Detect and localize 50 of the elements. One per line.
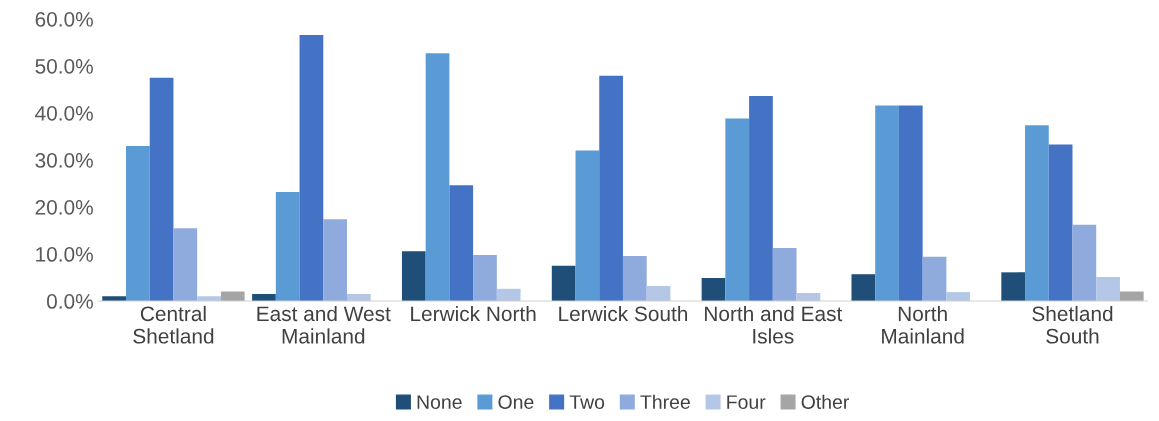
legend-label: Three [640, 394, 690, 409]
bar [323, 219, 347, 302]
x-tick-label: Central Shetland [133, 305, 214, 344]
legend-label: Four [727, 395, 766, 409]
bar [401, 251, 426, 302]
bar [1048, 144, 1073, 302]
bar [575, 150, 600, 302]
legend-label: Two [569, 395, 605, 409]
bar [1025, 125, 1049, 302]
bar [922, 256, 947, 302]
bar [701, 277, 726, 302]
bar [772, 247, 797, 302]
bar [275, 191, 300, 302]
y-tick-label: 40.0% [35, 105, 93, 121]
bar [449, 185, 474, 302]
x-tick-label: East and West Mainland [257, 305, 391, 344]
bar [622, 255, 647, 302]
bar [875, 105, 899, 302]
bar [851, 274, 876, 302]
bar [599, 75, 623, 302]
bar [749, 96, 773, 302]
x-tick-label: North Mainland [882, 305, 964, 344]
y-tick-label: 30.0% [35, 152, 93, 168]
legend-label: None [417, 395, 462, 409]
y-tick-label: 10.0% [36, 247, 93, 262]
bar [496, 288, 521, 302]
bar [1001, 272, 1026, 302]
bar [646, 285, 671, 302]
bar [425, 53, 450, 302]
y-tick-label: 50.0% [35, 58, 93, 74]
y-tick-label: 20.0% [35, 199, 93, 215]
bar [551, 265, 576, 302]
bar [898, 105, 923, 302]
bar [725, 118, 750, 302]
x-tick-label: North and East Isles [705, 305, 843, 344]
bar [1096, 277, 1120, 302]
bar [946, 292, 971, 302]
bar [473, 254, 497, 302]
x-tick-label: Lerwick South [559, 305, 688, 322]
bar [125, 145, 150, 302]
x-tick-label: Shetland South [1032, 305, 1113, 344]
legend-label: One [498, 395, 534, 409]
bar [1072, 224, 1097, 302]
y-tick-label: 0.0% [46, 294, 93, 309]
bar [149, 77, 174, 302]
y-tick-label: 60.0% [35, 11, 93, 27]
legend-label: Other [801, 394, 850, 409]
bar [299, 34, 324, 302]
bar [173, 228, 198, 302]
x-tick-label: Lerwick North [411, 305, 536, 322]
